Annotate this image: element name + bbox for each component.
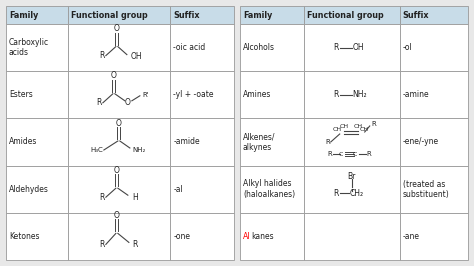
Bar xyxy=(240,24,304,71)
Bar xyxy=(400,166,468,213)
Bar xyxy=(240,6,304,24)
Text: R: R xyxy=(100,51,105,60)
Text: Esters: Esters xyxy=(9,90,33,99)
Bar xyxy=(304,71,400,118)
Text: R: R xyxy=(100,240,105,249)
Text: OH: OH xyxy=(131,52,143,61)
Text: H: H xyxy=(132,193,137,202)
Bar xyxy=(6,213,68,260)
Text: Suffix: Suffix xyxy=(173,10,200,19)
Text: Carboxylic
acids: Carboxylic acids xyxy=(9,38,49,57)
Text: CH: CH xyxy=(339,124,348,129)
Text: kanes: kanes xyxy=(252,232,274,241)
Bar xyxy=(68,71,170,118)
Text: Alcohols: Alcohols xyxy=(243,43,275,52)
Text: R: R xyxy=(367,151,372,157)
Bar xyxy=(304,166,400,213)
Text: (treated as
substituent): (treated as substituent) xyxy=(402,180,449,199)
Bar xyxy=(6,71,68,118)
Bar xyxy=(6,24,68,71)
Bar xyxy=(170,6,234,24)
Text: -amine: -amine xyxy=(402,90,429,99)
Text: C: C xyxy=(338,152,343,156)
Bar xyxy=(170,24,234,71)
Text: -amide: -amide xyxy=(173,138,200,147)
Text: H₃C: H₃C xyxy=(90,147,103,153)
Text: Suffix: Suffix xyxy=(402,10,429,19)
Text: R: R xyxy=(325,139,330,145)
Text: O: O xyxy=(114,211,120,220)
Bar xyxy=(400,24,468,71)
Text: Amides: Amides xyxy=(9,138,37,147)
Text: Aldehydes: Aldehydes xyxy=(9,185,49,194)
Text: Alkenes/
alkynes: Alkenes/ alkynes xyxy=(243,132,275,152)
Bar xyxy=(68,24,170,71)
Text: CH: CH xyxy=(360,127,369,132)
Text: CH: CH xyxy=(333,127,342,132)
Bar xyxy=(170,118,234,166)
Text: OH: OH xyxy=(353,43,365,52)
Text: O: O xyxy=(116,118,122,127)
Text: O: O xyxy=(111,71,117,80)
Bar xyxy=(68,118,170,166)
Bar xyxy=(400,6,468,24)
Text: R': R' xyxy=(143,92,149,98)
Text: -ane: -ane xyxy=(402,232,419,241)
Text: R: R xyxy=(333,43,339,52)
Text: -one: -one xyxy=(173,232,190,241)
Bar xyxy=(304,24,400,71)
Bar xyxy=(170,71,234,118)
Bar xyxy=(68,6,170,24)
Text: R: R xyxy=(333,189,339,198)
Text: O: O xyxy=(114,166,120,175)
Text: Family: Family xyxy=(243,10,273,19)
Text: R: R xyxy=(97,98,102,107)
Text: Alkyl halides
(haloalkanes): Alkyl halides (haloalkanes) xyxy=(243,180,295,199)
Bar xyxy=(240,71,304,118)
Bar xyxy=(304,6,400,24)
Bar xyxy=(400,71,468,118)
Text: Br: Br xyxy=(347,172,356,181)
Text: Amines: Amines xyxy=(243,90,272,99)
Bar xyxy=(170,213,234,260)
Bar xyxy=(400,213,468,260)
Bar xyxy=(304,118,400,166)
Text: R: R xyxy=(100,193,105,202)
Text: R: R xyxy=(327,151,332,157)
Text: CH: CH xyxy=(353,124,362,129)
Bar xyxy=(6,6,68,24)
Bar xyxy=(400,118,468,166)
Text: Al: Al xyxy=(243,232,250,241)
Text: -al: -al xyxy=(173,185,183,194)
Text: -ene/-yne: -ene/-yne xyxy=(402,138,439,147)
Text: CH₂: CH₂ xyxy=(350,189,364,198)
Text: R: R xyxy=(333,90,339,99)
Bar xyxy=(6,166,68,213)
Text: O: O xyxy=(125,98,131,107)
Bar xyxy=(170,166,234,213)
Text: O: O xyxy=(114,24,120,33)
Text: Ketones: Ketones xyxy=(9,232,39,241)
Bar xyxy=(240,166,304,213)
Bar xyxy=(240,118,304,166)
Bar xyxy=(240,213,304,260)
Text: Functional group: Functional group xyxy=(307,10,383,19)
Bar xyxy=(6,118,68,166)
Text: R: R xyxy=(132,240,137,249)
Text: C: C xyxy=(353,152,357,156)
Bar xyxy=(304,213,400,260)
Text: Functional group: Functional group xyxy=(71,10,147,19)
Text: R: R xyxy=(372,121,376,127)
Text: NH₂: NH₂ xyxy=(353,90,367,99)
Text: Family: Family xyxy=(9,10,38,19)
Text: NH₂: NH₂ xyxy=(133,147,146,153)
Text: -yl + -oate: -yl + -oate xyxy=(173,90,214,99)
Bar xyxy=(68,213,170,260)
Text: -oic acid: -oic acid xyxy=(173,43,205,52)
Bar xyxy=(68,166,170,213)
Text: -ol: -ol xyxy=(402,43,412,52)
